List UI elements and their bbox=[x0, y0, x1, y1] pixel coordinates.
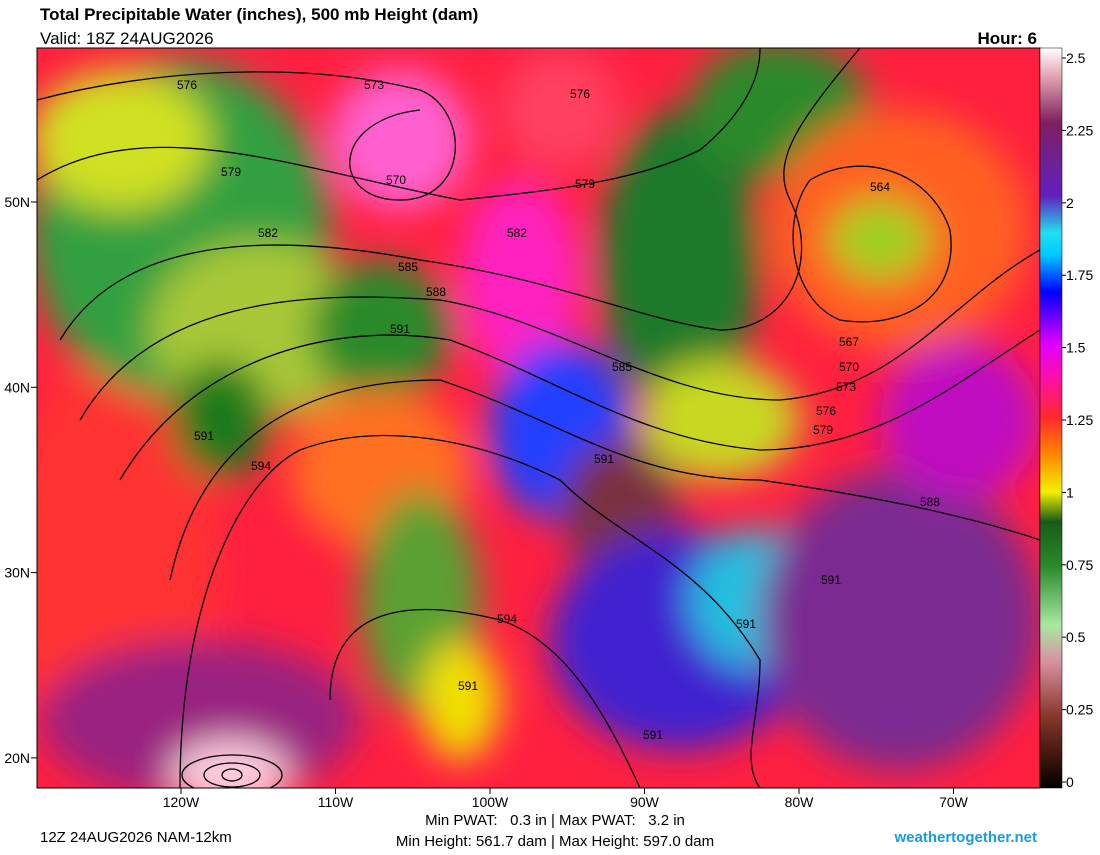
contour-label: 585 bbox=[398, 260, 418, 274]
colorbar-tick-label: 1.25 bbox=[1066, 412, 1093, 428]
title: Total Precipitable Water (inches), 500 m… bbox=[40, 5, 478, 24]
x-tick-label: 110W bbox=[318, 794, 354, 810]
site-credit: weathertogether.net bbox=[893, 829, 1037, 846]
y-tick-label: 50N bbox=[4, 194, 30, 210]
colorbar-tick-label: 2 bbox=[1066, 195, 1074, 211]
contour-label: 564 bbox=[870, 180, 890, 194]
x-tick-label: 80W bbox=[785, 794, 815, 810]
contour-label: 579 bbox=[813, 423, 833, 437]
contour-label: 567 bbox=[839, 335, 859, 349]
contour-label: 573 bbox=[364, 78, 384, 92]
colorbar-tick-label: 0.25 bbox=[1066, 702, 1093, 718]
contour-label: 582 bbox=[507, 226, 527, 240]
contour-label: 591 bbox=[458, 679, 478, 693]
contour-label: 570 bbox=[839, 360, 859, 374]
contour-label: 591 bbox=[643, 728, 663, 742]
contour-label: 582 bbox=[258, 226, 278, 240]
contour-label: 591 bbox=[390, 322, 410, 336]
contour-label: 588 bbox=[426, 285, 446, 299]
valid-time: Valid: 18Z 24AUG2026 bbox=[40, 29, 214, 48]
colorbar-tick-label: 0 bbox=[1066, 774, 1074, 790]
colorbar-tick-label: 1 bbox=[1066, 484, 1074, 500]
colorbar-tick-label: 2.5 bbox=[1066, 50, 1086, 66]
forecast-hour: Hour: 6 bbox=[978, 29, 1038, 48]
x-tick-label: 70W bbox=[939, 794, 969, 810]
contour-label: 591 bbox=[736, 617, 756, 631]
contour-label: 579 bbox=[221, 165, 241, 179]
x-tick-label: 90W bbox=[630, 794, 660, 810]
contour-label: 591 bbox=[194, 429, 214, 443]
y-tick-label: 30N bbox=[4, 565, 30, 581]
y-tick-label: 40N bbox=[4, 379, 30, 395]
colorbar-tick-label: 0.5 bbox=[1066, 629, 1086, 645]
x-tick-label: 120W bbox=[163, 794, 200, 810]
contour-label: 588 bbox=[920, 495, 940, 509]
contour-label: 570 bbox=[386, 173, 406, 187]
contour-label: 576 bbox=[177, 78, 197, 92]
colorbar-tick-label: 0.75 bbox=[1066, 557, 1093, 573]
contour-label: 576 bbox=[570, 87, 590, 101]
x-tick-label: 100W bbox=[472, 794, 509, 810]
contour-label: 591 bbox=[594, 452, 614, 466]
contour-label: 573 bbox=[836, 380, 856, 394]
contour-label: 594 bbox=[497, 612, 517, 626]
colorbar-tick-label: 1.75 bbox=[1066, 267, 1093, 283]
contour-label: 594 bbox=[251, 459, 271, 473]
height-range: Min Height: 561.7 dam | Max Height: 597.… bbox=[396, 833, 714, 850]
y-tick-label: 20N bbox=[4, 750, 30, 766]
height-contours bbox=[37, 48, 1040, 788]
colorbar-tick-label: 1.5 bbox=[1066, 340, 1086, 356]
contour-label: 576 bbox=[816, 404, 836, 418]
contour-label: 585 bbox=[612, 360, 632, 374]
model-run: 12Z 24AUG2026 NAM-12km bbox=[40, 829, 232, 846]
contour-label: 591 bbox=[821, 573, 841, 587]
contour-label: 579 bbox=[575, 177, 595, 191]
colorbar-tick-label: 2.25 bbox=[1066, 122, 1093, 138]
colorbar bbox=[1039, 47, 1063, 789]
pwat-range: Min PWAT: 0.3 in | Max PWAT: 3.2 in bbox=[425, 812, 685, 829]
